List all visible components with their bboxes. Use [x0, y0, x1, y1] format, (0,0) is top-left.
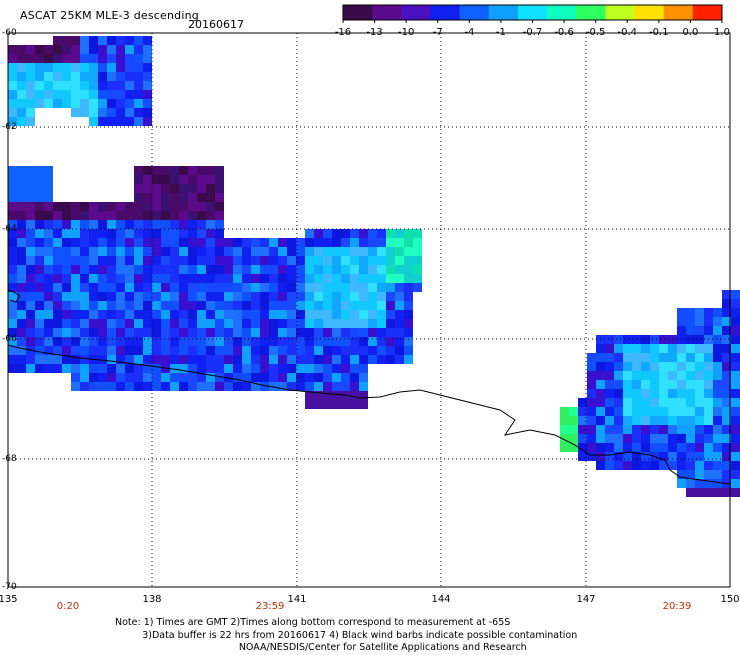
colorbar-segment: [663, 5, 694, 20]
colorbar-segment: [605, 5, 636, 20]
lon-label: 147: [576, 594, 596, 605]
colorbar-segment: [401, 5, 431, 20]
lon-label: 141: [287, 594, 307, 605]
lat-label: -66: [2, 334, 17, 344]
graticule: [8, 33, 730, 587]
lat-label: -70: [2, 582, 17, 592]
lon-label: 135: [0, 594, 18, 605]
wind-swaths: [8, 36, 740, 497]
colorbar-segment: [459, 5, 490, 20]
lon-label: 150: [720, 594, 740, 605]
colorbar-segment: [430, 5, 461, 20]
colorbar-segment: [343, 5, 373, 20]
map-frame: [7, 32, 731, 588]
lat-label: -68: [2, 454, 17, 464]
lat-label: -62: [2, 122, 17, 132]
note-line-1: Note: 1) Times are GMT 2)Times along bot…: [115, 617, 511, 628]
footnote: Note: 1) Times are GMT 2)Times along bot…: [115, 617, 577, 655]
colorbar-segment: [547, 5, 577, 20]
product-date: 20160617: [188, 18, 244, 31]
note-line-2: 3)Data buffer is 22 hrs from 20160617 4)…: [142, 629, 578, 641]
colorbar-segment: [372, 5, 402, 20]
colorbar-segment: [576, 5, 606, 20]
note-line-3: NOAA/NESDIS/Center for Satellite Applica…: [238, 642, 527, 653]
lon-label: 138: [142, 594, 162, 605]
time-label: 0:20: [56, 601, 80, 612]
product-title: ASCAT 25KM MLE-3 descending: [20, 9, 199, 22]
lon-label: 144: [431, 594, 451, 605]
colorbar-segment: [634, 5, 665, 20]
lat-label: -64: [2, 224, 17, 234]
colorbar-segment: [488, 5, 519, 20]
time-label: 23:59: [255, 601, 285, 612]
lat-label: -60: [2, 28, 17, 38]
colorbar: [342, 4, 723, 23]
coastline-fragment: [7, 289, 21, 303]
antarctic-coastline: [7, 344, 731, 485]
time-label: 20:39: [662, 601, 692, 612]
colorbar-segment: [517, 5, 548, 20]
colorbar-segment: [692, 5, 723, 20]
